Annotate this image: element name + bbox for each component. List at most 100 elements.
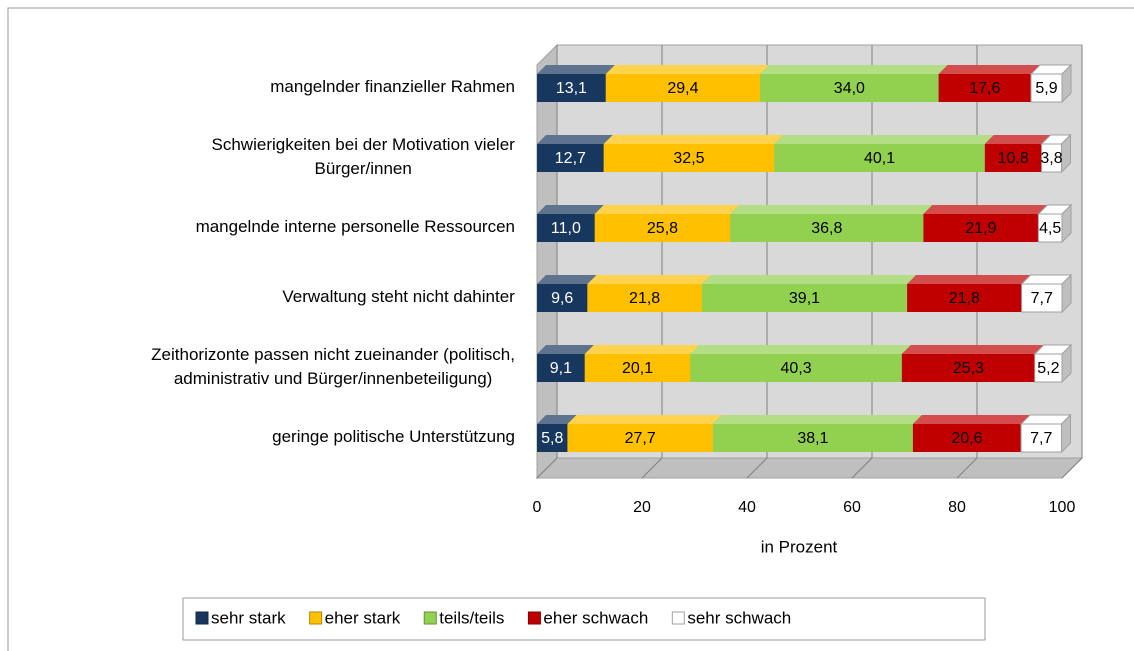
bar-top	[567, 415, 722, 424]
bar	[1021, 283, 1063, 313]
frame	[7, 7, 1134, 651]
x-tick-label: 0	[533, 499, 542, 516]
grid-line	[956, 457, 978, 479]
bar	[587, 284, 702, 312]
value-label: 20,1	[622, 360, 653, 377]
x-tick-label: 20	[633, 499, 651, 516]
value-label: 7,7	[1030, 430, 1052, 447]
legend-label: eher schwach	[543, 608, 648, 627]
bar	[690, 354, 902, 382]
value-label: 3,8	[1040, 150, 1062, 167]
bar	[567, 424, 713, 452]
category-label: Zeithorizonte passen nicht zueinander (p…	[151, 345, 515, 388]
value-label: 7,7	[1031, 290, 1053, 307]
bar	[537, 424, 568, 452]
bar	[537, 144, 604, 172]
bar	[1020, 423, 1062, 453]
value-label: 21,9	[965, 220, 996, 237]
legend-swatch	[195, 611, 209, 625]
grid-line	[746, 457, 768, 479]
back-wall	[556, 44, 1083, 459]
category-label: Schwierigkeiten bei der Motivation viele…	[212, 135, 516, 178]
bar	[712, 424, 913, 452]
value-label: 27,7	[625, 430, 656, 447]
bar-top	[912, 415, 1031, 424]
value-label: 17,6	[969, 80, 1000, 97]
legend-swatch	[423, 611, 437, 625]
bar	[603, 144, 775, 172]
category-label: geringe politische Unterstützung	[272, 427, 515, 446]
bar-top	[901, 345, 1044, 354]
bar-top	[587, 275, 711, 284]
bar-top	[537, 135, 613, 144]
bar	[730, 214, 924, 242]
bar-top	[594, 205, 740, 214]
value-label: 21,8	[949, 290, 980, 307]
x-tick-label: 40	[738, 499, 756, 516]
bar	[901, 354, 1035, 382]
value-label: 39,1	[789, 290, 820, 307]
bar	[584, 354, 691, 382]
value-label: 9,6	[551, 290, 573, 307]
bar-top	[760, 65, 948, 74]
bar-top	[690, 345, 911, 354]
value-label: 38,1	[797, 430, 828, 447]
bar	[938, 74, 1032, 102]
value-label: 32,5	[673, 150, 704, 167]
bar	[907, 284, 1022, 312]
value-label: 5,2	[1037, 360, 1059, 377]
value-label: 36,8	[811, 220, 842, 237]
category-label: mangelnde interne personelle Ressourcen	[196, 217, 515, 236]
bar-top	[907, 275, 1031, 284]
legend-label: sehr stark	[211, 608, 286, 627]
bar	[701, 284, 908, 312]
x-axis-label: in Prozent	[761, 537, 838, 556]
value-label: 5,8	[541, 430, 563, 447]
legend-label: teils/teils	[439, 608, 504, 627]
legend-swatch	[309, 611, 323, 625]
bar-top	[537, 65, 615, 74]
value-label: 20,6	[951, 430, 982, 447]
value-label: 12,7	[555, 150, 586, 167]
side-wall	[536, 43, 558, 480]
floor	[535, 457, 1084, 479]
value-label: 21,8	[629, 290, 660, 307]
legend-swatch	[527, 611, 541, 625]
bar	[912, 424, 1022, 452]
bar-top	[701, 275, 917, 284]
bar	[537, 354, 585, 382]
value-label: 4,5	[1039, 220, 1061, 237]
bar	[594, 214, 731, 242]
x-tick-label: 100	[1049, 499, 1076, 516]
category-label: mangelnder finanzieller Rahmen	[270, 77, 515, 96]
legend-label: eher stark	[325, 608, 401, 627]
legend-swatch	[671, 611, 685, 625]
bar-top	[537, 275, 597, 284]
x-tick-label: 80	[948, 499, 966, 516]
value-label: 9,1	[550, 360, 572, 377]
x-tick-label: 60	[843, 499, 861, 516]
bar-top	[584, 345, 700, 354]
value-label: 5,9	[1035, 80, 1057, 97]
bar-top	[938, 65, 1041, 74]
bar-top	[605, 65, 770, 74]
bar	[984, 144, 1042, 172]
value-label: 29,4	[667, 80, 698, 97]
value-label: 34,0	[834, 80, 865, 97]
grid-line	[536, 457, 558, 479]
category-label: Verwaltung steht nicht dahinter	[282, 287, 515, 306]
bar	[537, 284, 588, 312]
grid-line	[851, 457, 873, 479]
bar-top	[984, 135, 1051, 144]
bar	[537, 214, 595, 242]
bar	[760, 74, 939, 102]
bar-top	[730, 205, 933, 214]
value-label: 10,8	[998, 150, 1029, 167]
value-label: 11,0	[551, 220, 581, 237]
bar	[605, 74, 761, 102]
grid-line	[641, 457, 663, 479]
bar	[774, 144, 985, 172]
grid-line	[1061, 457, 1083, 479]
bar-top	[774, 135, 994, 144]
value-label: 25,3	[953, 360, 984, 377]
